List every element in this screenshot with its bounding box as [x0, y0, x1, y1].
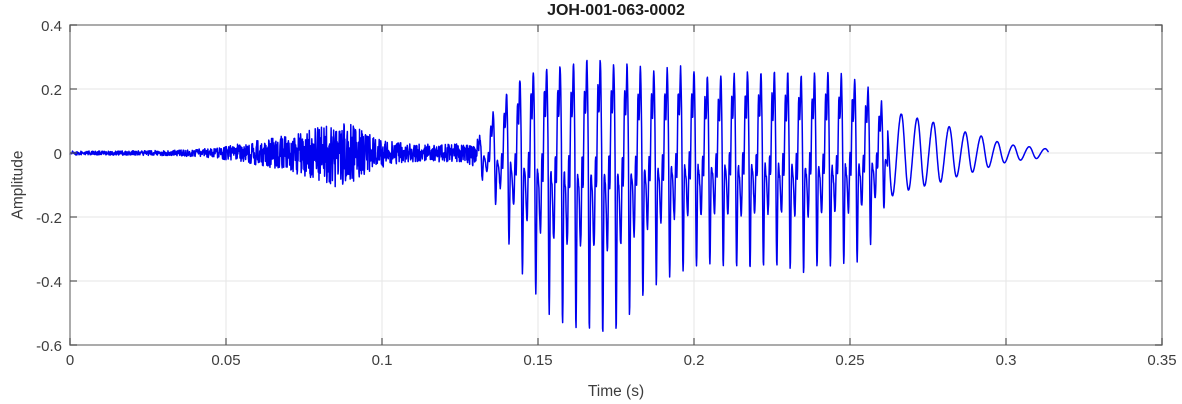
plot-title: JOH-001-063-0002	[547, 2, 685, 19]
y-tick-label: -0.2	[36, 209, 62, 227]
x-tick-label: 0.05	[211, 352, 241, 369]
axis-box	[69, 24, 1163, 346]
y-tick-label: 0.2	[41, 81, 62, 99]
x-tick-label: 0.35	[1147, 352, 1177, 369]
x-tick-label: 0.15	[523, 352, 553, 369]
x-tick-label: 0.25	[835, 352, 865, 369]
y-tick-label: 0	[53, 145, 62, 163]
x-tick-label: 0.2	[683, 352, 705, 369]
y-tick-label: -0.4	[36, 273, 62, 291]
x-tick-label: 0.3	[995, 352, 1017, 369]
x-tick-label: 0.1	[371, 352, 393, 369]
y-tick-label: -0.6	[36, 337, 62, 355]
x-tick-label: 0	[65, 352, 75, 369]
waveform-path	[69, 59, 1049, 332]
y-tick-label: 0.4	[41, 17, 62, 35]
x-axis-label: Time (s)	[587, 383, 645, 400]
